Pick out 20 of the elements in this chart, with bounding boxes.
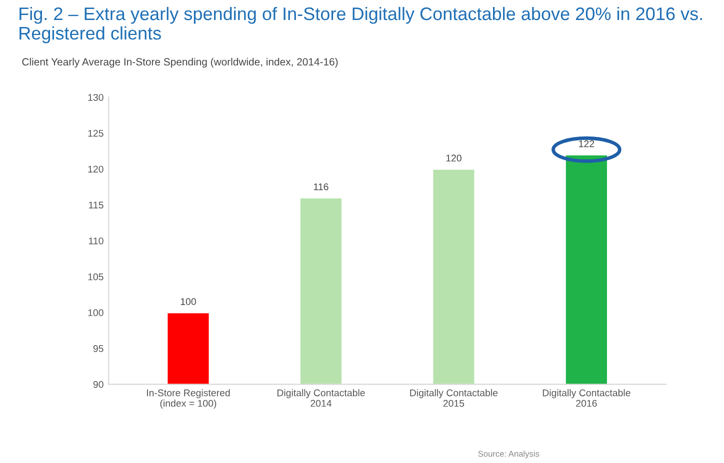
x-tick-label: Digitally Contactable 2014 xyxy=(277,389,365,407)
x-tick-label: In-Store Registered (index = 100) xyxy=(146,389,230,409)
y-tick-label: 115 xyxy=(88,202,104,208)
y-tick-label: 90 xyxy=(93,381,104,388)
data-label: 122 xyxy=(579,140,594,148)
y-tick-label: 120 xyxy=(88,166,104,173)
y-tick-label: 95 xyxy=(93,345,104,352)
x-tick-label: Digitally Contactable 2016 xyxy=(542,389,630,407)
source-note: Source: Analysis xyxy=(478,450,540,458)
data-label: 100 xyxy=(180,298,196,306)
chart-subtitle: Client Yearly Average In-Store Spending (worldwide, index, 2014-16) xyxy=(22,58,338,68)
y-tick-label: 110 xyxy=(88,237,104,244)
y-tick-label: 100 xyxy=(88,309,104,316)
chart-title: Fig. 2 – Extra yearly spending of In-Store Digitally Contactable above 20% in 2016 vs. Registered clients xyxy=(20,6,702,44)
x-tick-label: Digitally Contactable 2015 xyxy=(410,389,498,407)
y-tick-label: 125 xyxy=(88,130,104,137)
y-tick-label: 105 xyxy=(88,273,104,280)
data-label: 116 xyxy=(314,183,328,190)
data-label: 120 xyxy=(446,154,462,162)
y-tick-label: 130 xyxy=(88,94,104,101)
